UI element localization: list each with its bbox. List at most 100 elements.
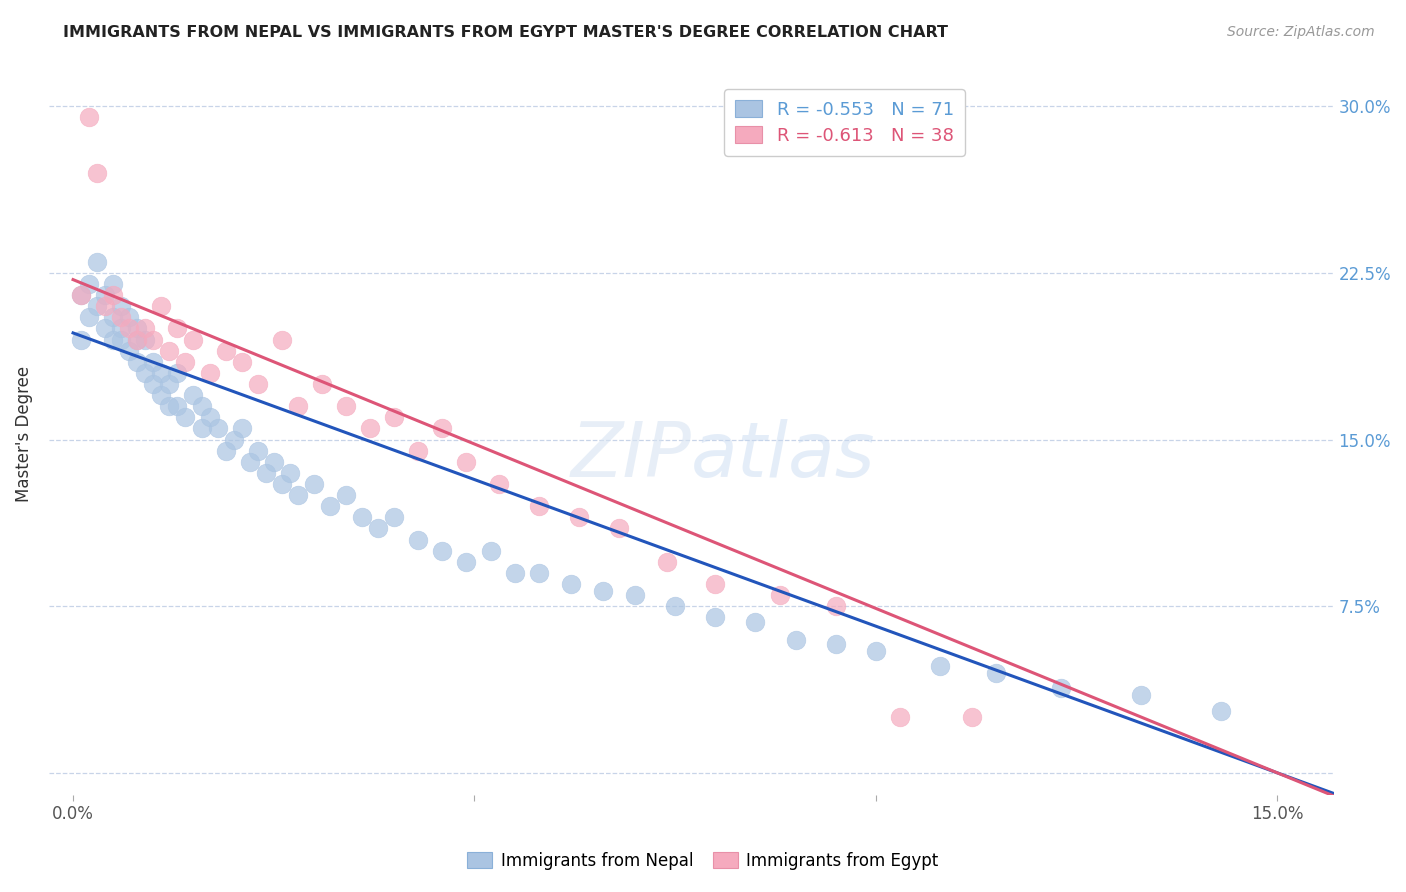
Point bbox=[889, 710, 911, 724]
Point bbox=[118, 343, 141, 358]
Point bbox=[198, 366, 221, 380]
Point bbox=[127, 333, 149, 347]
Point bbox=[704, 610, 727, 624]
Point bbox=[527, 566, 550, 580]
Point bbox=[278, 466, 301, 480]
Legend: R = -0.553   N = 71, R = -0.613   N = 38: R = -0.553 N = 71, R = -0.613 N = 38 bbox=[724, 89, 965, 156]
Point bbox=[166, 399, 188, 413]
Point bbox=[110, 310, 132, 325]
Point bbox=[174, 410, 197, 425]
Point bbox=[568, 510, 591, 524]
Point bbox=[94, 299, 117, 313]
Point bbox=[127, 355, 149, 369]
Point bbox=[352, 510, 374, 524]
Point bbox=[70, 288, 93, 302]
Point bbox=[207, 421, 229, 435]
Point bbox=[359, 421, 381, 435]
Point bbox=[103, 277, 125, 291]
Point bbox=[86, 166, 108, 180]
Point bbox=[231, 421, 253, 435]
Point bbox=[77, 277, 100, 291]
Point bbox=[824, 599, 846, 614]
Text: IMMIGRANTS FROM NEPAL VS IMMIGRANTS FROM EGYPT MASTER'S DEGREE CORRELATION CHART: IMMIGRANTS FROM NEPAL VS IMMIGRANTS FROM… bbox=[63, 25, 948, 40]
Point bbox=[657, 555, 679, 569]
Text: atlas: atlas bbox=[692, 418, 876, 492]
Point bbox=[198, 410, 221, 425]
Point bbox=[1211, 704, 1233, 718]
Point bbox=[406, 533, 429, 547]
Text: ZIP: ZIP bbox=[571, 418, 692, 492]
Point bbox=[118, 310, 141, 325]
Point bbox=[287, 399, 309, 413]
Point bbox=[270, 333, 292, 347]
Point bbox=[94, 288, 117, 302]
Point bbox=[432, 543, 454, 558]
Point bbox=[263, 455, 285, 469]
Point bbox=[239, 455, 262, 469]
Point bbox=[103, 333, 125, 347]
Point bbox=[77, 111, 100, 125]
Point bbox=[142, 333, 165, 347]
Point bbox=[865, 643, 887, 657]
Point bbox=[254, 466, 277, 480]
Point bbox=[110, 321, 132, 335]
Point bbox=[134, 333, 156, 347]
Point bbox=[785, 632, 807, 647]
Point bbox=[824, 637, 846, 651]
Point bbox=[624, 588, 647, 602]
Point bbox=[86, 255, 108, 269]
Point bbox=[86, 299, 108, 313]
Point bbox=[246, 377, 269, 392]
Point bbox=[150, 388, 173, 402]
Point bbox=[134, 321, 156, 335]
Text: Source: ZipAtlas.com: Source: ZipAtlas.com bbox=[1227, 25, 1375, 39]
Point bbox=[214, 343, 236, 358]
Point bbox=[367, 521, 389, 535]
Point bbox=[190, 399, 212, 413]
Point bbox=[382, 510, 405, 524]
Point bbox=[1049, 681, 1071, 696]
Point bbox=[94, 321, 117, 335]
Point bbox=[183, 388, 205, 402]
Point bbox=[664, 599, 686, 614]
Point bbox=[592, 583, 614, 598]
Point bbox=[127, 321, 149, 335]
Point bbox=[768, 588, 790, 602]
Point bbox=[190, 421, 212, 435]
Point bbox=[488, 477, 510, 491]
Point bbox=[142, 377, 165, 392]
Point bbox=[118, 321, 141, 335]
Point bbox=[150, 299, 173, 313]
Point bbox=[456, 555, 478, 569]
Point bbox=[287, 488, 309, 502]
Point bbox=[270, 477, 292, 491]
Point bbox=[231, 355, 253, 369]
Point bbox=[986, 665, 1008, 680]
Point bbox=[157, 399, 180, 413]
Point bbox=[527, 500, 550, 514]
Point bbox=[77, 310, 100, 325]
Y-axis label: Master's Degree: Master's Degree bbox=[15, 366, 32, 502]
Point bbox=[503, 566, 526, 580]
Point bbox=[110, 333, 132, 347]
Point bbox=[319, 500, 342, 514]
Legend: Immigrants from Nepal, Immigrants from Egypt: Immigrants from Nepal, Immigrants from E… bbox=[461, 846, 945, 877]
Point bbox=[183, 333, 205, 347]
Point bbox=[335, 488, 357, 502]
Point bbox=[704, 577, 727, 591]
Point bbox=[157, 377, 180, 392]
Point bbox=[157, 343, 180, 358]
Point bbox=[174, 355, 197, 369]
Point bbox=[103, 310, 125, 325]
Point bbox=[222, 433, 245, 447]
Point bbox=[70, 288, 93, 302]
Point bbox=[335, 399, 357, 413]
Point bbox=[311, 377, 333, 392]
Point bbox=[744, 615, 766, 629]
Point bbox=[929, 659, 952, 673]
Point bbox=[134, 366, 156, 380]
Point bbox=[406, 443, 429, 458]
Point bbox=[432, 421, 454, 435]
Point bbox=[246, 443, 269, 458]
Point bbox=[560, 577, 582, 591]
